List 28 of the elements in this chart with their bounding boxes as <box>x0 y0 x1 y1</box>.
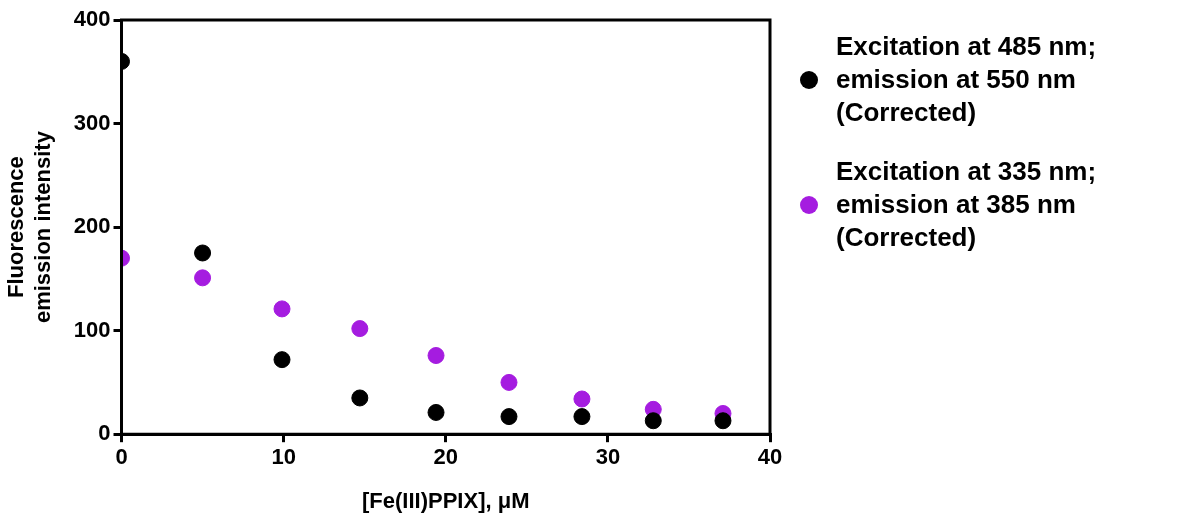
y-tick-label: 200 <box>73 213 111 239</box>
point <box>500 373 518 391</box>
point <box>573 390 591 408</box>
point <box>194 244 212 262</box>
point <box>273 300 291 318</box>
x-tick-label: 0 <box>115 444 128 470</box>
y-tick-label: 100 <box>73 316 111 342</box>
point <box>427 347 445 364</box>
legend-label: Excitation at 485 nm; emission at 550 nm (Corrected) <box>836 30 1098 129</box>
point <box>194 269 212 287</box>
point <box>273 351 291 369</box>
point <box>500 408 518 426</box>
point <box>351 320 369 338</box>
point <box>573 408 591 426</box>
x-tick-label: 40 <box>757 444 783 470</box>
x-tick-label: 30 <box>595 444 621 470</box>
point <box>714 412 732 430</box>
point <box>351 389 369 407</box>
y-tick-label: 300 <box>73 109 111 135</box>
point <box>644 412 662 430</box>
x-axis-title: [Fe(III)PPIX], μM <box>362 487 530 513</box>
point <box>427 403 445 421</box>
x-tick-label: 20 <box>433 444 458 470</box>
y-tick-label: 0 <box>98 420 111 446</box>
x-tick-label: 10 <box>271 444 296 470</box>
legend-label: Excitation at 335 nm; emission at 385 nm (Corrected) <box>836 155 1098 254</box>
y-tick-label: 400 <box>73 6 111 32</box>
y-axis-title: Fluorescence emission intensity <box>3 130 55 324</box>
